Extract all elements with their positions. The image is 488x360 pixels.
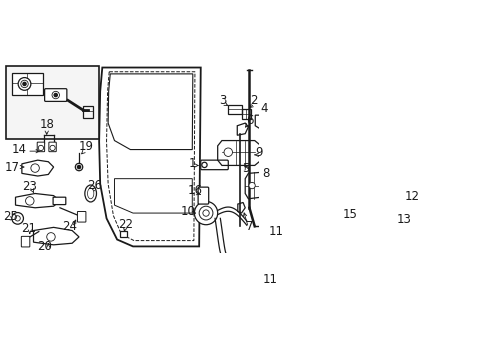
FancyBboxPatch shape	[380, 198, 404, 229]
Circle shape	[224, 148, 232, 157]
Text: 25: 25	[3, 210, 18, 223]
FancyBboxPatch shape	[201, 160, 228, 170]
Text: 14: 14	[12, 143, 27, 156]
Circle shape	[52, 91, 60, 99]
Text: 13: 13	[396, 213, 410, 226]
Text: 4: 4	[260, 102, 267, 115]
FancyBboxPatch shape	[77, 211, 86, 222]
Bar	[120, 230, 126, 237]
Circle shape	[23, 82, 26, 86]
Circle shape	[12, 212, 23, 224]
Ellipse shape	[87, 188, 94, 199]
Circle shape	[38, 145, 43, 150]
Text: 24: 24	[62, 220, 77, 233]
Text: 11: 11	[268, 225, 283, 238]
FancyBboxPatch shape	[349, 254, 371, 264]
Text: 22: 22	[118, 218, 133, 231]
Text: 16: 16	[187, 184, 202, 197]
Circle shape	[47, 233, 55, 241]
Circle shape	[199, 206, 212, 220]
FancyBboxPatch shape	[12, 73, 43, 95]
Text: 7: 7	[245, 220, 253, 233]
Text: 6: 6	[245, 114, 253, 127]
Circle shape	[350, 225, 369, 244]
Circle shape	[15, 216, 20, 221]
FancyBboxPatch shape	[37, 142, 44, 152]
FancyBboxPatch shape	[341, 215, 379, 264]
Text: 21: 21	[20, 222, 36, 235]
Circle shape	[202, 162, 207, 167]
Text: 26: 26	[87, 179, 102, 192]
Circle shape	[248, 183, 255, 189]
Circle shape	[403, 202, 410, 209]
Text: 19: 19	[79, 140, 94, 153]
Text: 2: 2	[249, 94, 257, 107]
Circle shape	[77, 166, 81, 168]
Circle shape	[388, 211, 396, 220]
Text: 12: 12	[404, 190, 419, 203]
Text: 8: 8	[262, 167, 269, 180]
Bar	[6, 67, 99, 139]
Text: 10: 10	[181, 205, 196, 218]
Text: 18: 18	[39, 118, 54, 131]
Circle shape	[18, 78, 31, 90]
FancyBboxPatch shape	[49, 142, 56, 152]
FancyBboxPatch shape	[21, 237, 30, 247]
Ellipse shape	[85, 185, 96, 202]
FancyBboxPatch shape	[198, 187, 208, 204]
Text: 11: 11	[263, 273, 278, 286]
Text: 20: 20	[37, 240, 51, 253]
Text: 1: 1	[189, 157, 196, 170]
Circle shape	[54, 94, 57, 96]
Text: 23: 23	[22, 180, 37, 193]
Text: 17: 17	[5, 161, 20, 174]
Circle shape	[203, 210, 209, 216]
Circle shape	[25, 197, 34, 205]
Circle shape	[50, 145, 55, 150]
FancyBboxPatch shape	[44, 89, 67, 102]
Circle shape	[194, 202, 217, 225]
Circle shape	[354, 228, 366, 240]
Text: 15: 15	[342, 208, 357, 221]
Circle shape	[31, 164, 39, 172]
Text: 3: 3	[219, 94, 226, 107]
FancyBboxPatch shape	[53, 197, 66, 204]
Text: 5: 5	[242, 162, 249, 175]
Circle shape	[21, 80, 28, 87]
Circle shape	[75, 163, 82, 171]
Text: 9: 9	[255, 146, 262, 159]
